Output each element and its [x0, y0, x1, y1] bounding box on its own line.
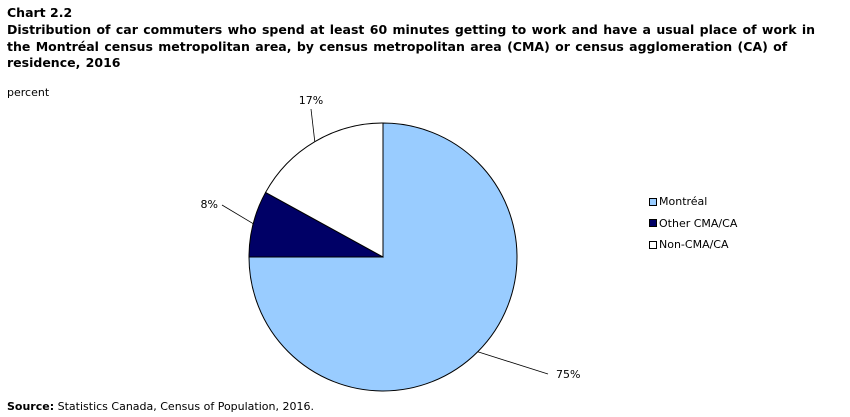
- legend-label-other-cma-ca: Other CMA/CA: [659, 216, 738, 230]
- legend-item-non-cma-ca: Non-CMA/CA: [649, 234, 737, 256]
- pie-slice-non-cma-ca: [264, 122, 384, 258]
- leader-line-montr-al: [477, 351, 549, 375]
- unit-label: percent: [7, 86, 50, 99]
- slice-labels: 75% 8% 17%: [201, 94, 581, 381]
- source-label: Source:: [7, 400, 55, 413]
- legend: Montréal Other CMA/CA Non-CMA/CA: [649, 191, 737, 256]
- slice-label-montr-al: 75%: [556, 368, 580, 381]
- chart-number: Chart 2.2: [7, 5, 73, 20]
- legend-label-montreal: Montréal: [659, 195, 708, 209]
- legend-swatch-montreal: [649, 197, 657, 206]
- legend-item-montreal: Montréal: [649, 191, 737, 213]
- legend-item-other-cma-ca: Other CMA/CA: [649, 213, 737, 235]
- source-note: Source: Statistics Canada, Census of Pop…: [7, 400, 314, 413]
- slice-label-non-cma-ca: 17%: [299, 94, 323, 107]
- leader-line-other-cma-ca: [221, 204, 254, 225]
- legend-swatch-other-cma-ca: [649, 219, 657, 228]
- source-text: Statistics Canada, Census of Population,…: [54, 400, 314, 413]
- leader-line-non-cma-ca: [310, 108, 316, 142]
- legend-label-non-cma-ca: Non-CMA/CA: [659, 238, 729, 252]
- slice-label-other-cma-ca: 8%: [201, 198, 218, 211]
- pie-slices: [248, 122, 518, 392]
- leader-lines: [221, 108, 549, 375]
- chart-title: Distribution of car commuters who spend …: [7, 22, 816, 70]
- legend-swatch-non-cma-ca: [649, 240, 657, 249]
